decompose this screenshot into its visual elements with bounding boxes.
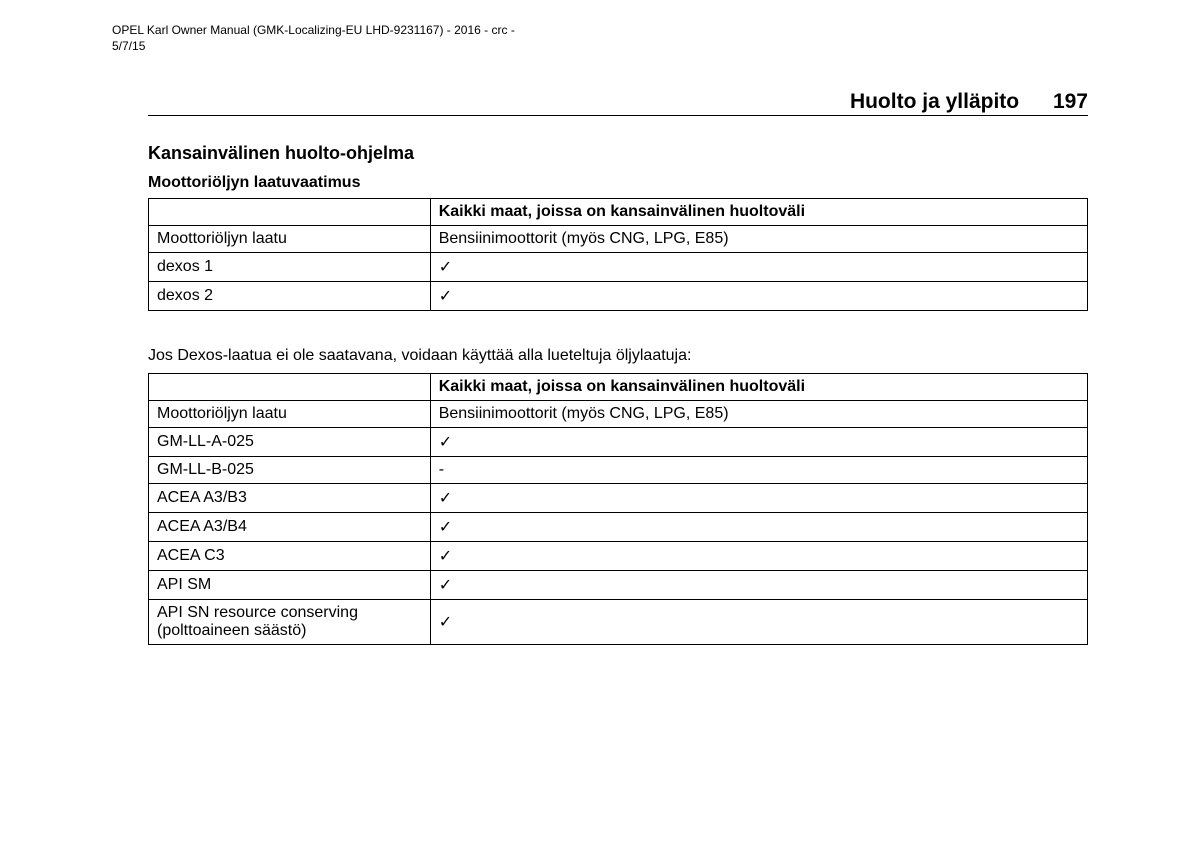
oil-quality-table-1: Kaikki maat, joissa on kansainvälinen hu… <box>148 198 1088 311</box>
table-row: Moottoriöljyn laatu Bensiinimoottorit (m… <box>149 226 1088 253</box>
table-row: dexos 1 ✓ <box>149 253 1088 282</box>
table-cell: API SM <box>149 571 431 600</box>
doc-header-line2: 5/7/15 <box>112 38 515 54</box>
page-number: 197 <box>1053 90 1088 113</box>
sub-heading: Moottoriöljyn laatuvaatimus <box>148 174 1088 192</box>
table-cell: ✓ <box>430 542 1087 571</box>
oil-quality-table-2: Kaikki maat, joissa on kansainvälinen hu… <box>148 373 1088 645</box>
table-cell: ✓ <box>430 428 1087 457</box>
table-row: Moottoriöljyn laatu Bensiinimoottorit (m… <box>149 401 1088 428</box>
table-cell-empty <box>149 374 431 401</box>
table-row: Kaikki maat, joissa on kansainvälinen hu… <box>149 374 1088 401</box>
table-cell: ✓ <box>430 600 1087 645</box>
table-cell: - <box>430 457 1087 484</box>
table-row: ACEA C3 ✓ <box>149 542 1088 571</box>
table-cell: ACEA C3 <box>149 542 431 571</box>
table-cell: ✓ <box>430 571 1087 600</box>
table-header-cell: Kaikki maat, joissa on kansainvälinen hu… <box>430 374 1087 401</box>
page-header-title: Huolto ja ylläpito <box>850 90 1019 113</box>
table-cell: GM-LL-A-025 <box>149 428 431 457</box>
table-cell: Moottoriöljyn laatu <box>149 401 431 428</box>
table-row: dexos 2 ✓ <box>149 282 1088 311</box>
table-row: GM-LL-B-025 - <box>149 457 1088 484</box>
paragraph: Jos Dexos-laatua ei ole saatavana, voida… <box>148 347 1088 365</box>
table-row: Kaikki maat, joissa on kansainvälinen hu… <box>149 199 1088 226</box>
table-cell: ✓ <box>430 282 1087 311</box>
table-cell: ✓ <box>430 253 1087 282</box>
table-row: ACEA A3/B3 ✓ <box>149 484 1088 513</box>
table-row: API SM ✓ <box>149 571 1088 600</box>
table-cell: API SN resource conserving (polttoaineen… <box>149 600 431 645</box>
page-content: Kansainvälinen huolto-ohjelma Moottoriöl… <box>148 143 1088 681</box>
table-cell: dexos 2 <box>149 282 431 311</box>
table-cell: ✓ <box>430 513 1087 542</box>
table-cell: ✓ <box>430 484 1087 513</box>
document-header: OPEL Karl Owner Manual (GMK-Localizing-E… <box>112 22 515 54</box>
table-cell: GM-LL-B-025 <box>149 457 431 484</box>
table-header-cell: Kaikki maat, joissa on kansainvälinen hu… <box>430 199 1087 226</box>
table-row: GM-LL-A-025 ✓ <box>149 428 1088 457</box>
section-heading: Kansainvälinen huolto-ohjelma <box>148 143 1088 164</box>
doc-header-line1: OPEL Karl Owner Manual (GMK-Localizing-E… <box>112 22 515 38</box>
table-cell: ACEA A3/B4 <box>149 513 431 542</box>
page-header: Huolto ja ylläpito 197 <box>850 90 1088 114</box>
table-cell: ACEA A3/B3 <box>149 484 431 513</box>
table-row: ACEA A3/B4 ✓ <box>149 513 1088 542</box>
table-cell: Bensiinimoottorit (myös CNG, LPG, E85) <box>430 226 1087 253</box>
table-cell: Bensiinimoottorit (myös CNG, LPG, E85) <box>430 401 1087 428</box>
table-cell-empty <box>149 199 431 226</box>
page-header-divider <box>148 115 1088 116</box>
table-cell: Moottoriöljyn laatu <box>149 226 431 253</box>
table-cell: dexos 1 <box>149 253 431 282</box>
table-row: API SN resource conserving (polttoaineen… <box>149 600 1088 645</box>
